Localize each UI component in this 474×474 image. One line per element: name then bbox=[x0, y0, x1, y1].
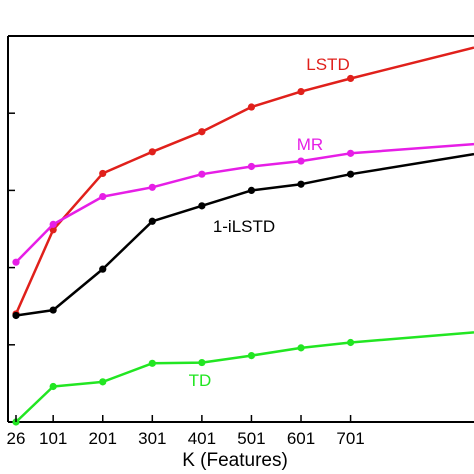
series-label: 1-iLSTD bbox=[213, 217, 275, 236]
series-line bbox=[14, 46, 474, 315]
series-label: TD bbox=[189, 371, 212, 390]
data-point bbox=[99, 169, 107, 178]
series-td: TD bbox=[12, 331, 474, 426]
series-lstd: LSTD bbox=[12, 46, 474, 318]
data-point bbox=[297, 157, 305, 165]
x-tick-label: 201 bbox=[89, 429, 117, 448]
x-tick-label: 501 bbox=[237, 429, 265, 448]
data-point bbox=[49, 382, 57, 391]
data-point bbox=[198, 358, 206, 367]
series-line bbox=[15, 331, 474, 423]
data-point bbox=[99, 265, 107, 273]
data-point bbox=[346, 170, 355, 178]
data-point bbox=[148, 217, 156, 225]
data-point bbox=[198, 202, 206, 210]
data-point bbox=[297, 344, 305, 352]
x-tick-label: 26 bbox=[7, 429, 26, 448]
x-tick-label: 701 bbox=[336, 429, 364, 448]
data-point bbox=[346, 338, 355, 347]
data-point bbox=[12, 311, 20, 320]
data-point bbox=[148, 148, 156, 156]
data-point bbox=[346, 74, 355, 83]
data-point bbox=[99, 192, 107, 201]
x-axis-label: K (Features) bbox=[182, 450, 288, 471]
data-point bbox=[198, 128, 206, 136]
data-point bbox=[346, 149, 355, 157]
data-point bbox=[247, 186, 256, 194]
x-tick-label: 301 bbox=[138, 429, 166, 448]
data-point bbox=[198, 170, 206, 178]
axes bbox=[7, 35, 474, 423]
data-point bbox=[99, 378, 107, 386]
data-point bbox=[148, 359, 156, 367]
data-point bbox=[297, 87, 305, 96]
data-point bbox=[247, 162, 256, 171]
series-label: MR bbox=[297, 135, 323, 154]
x-tick-label: 401 bbox=[188, 429, 216, 448]
tick-layer: 26 101 201 301 401 501 601 701 bbox=[7, 415, 365, 448]
series-label: LSTD bbox=[306, 55, 349, 74]
series-line bbox=[15, 142, 474, 264]
series-mr: MR bbox=[12, 135, 474, 266]
series-1-ilstd: 1-iLSTD bbox=[12, 152, 474, 320]
data-point bbox=[148, 183, 156, 191]
data-point bbox=[247, 352, 256, 360]
data-point bbox=[247, 103, 256, 111]
x-tick-label: 101 bbox=[39, 429, 67, 448]
data-point bbox=[297, 180, 305, 188]
data-point bbox=[49, 220, 57, 228]
data-point bbox=[49, 306, 57, 314]
series-layer: LSTD MR 1-iLSTD TD bbox=[12, 46, 474, 426]
x-tick-label: 601 bbox=[287, 429, 315, 448]
data-point bbox=[12, 258, 20, 266]
